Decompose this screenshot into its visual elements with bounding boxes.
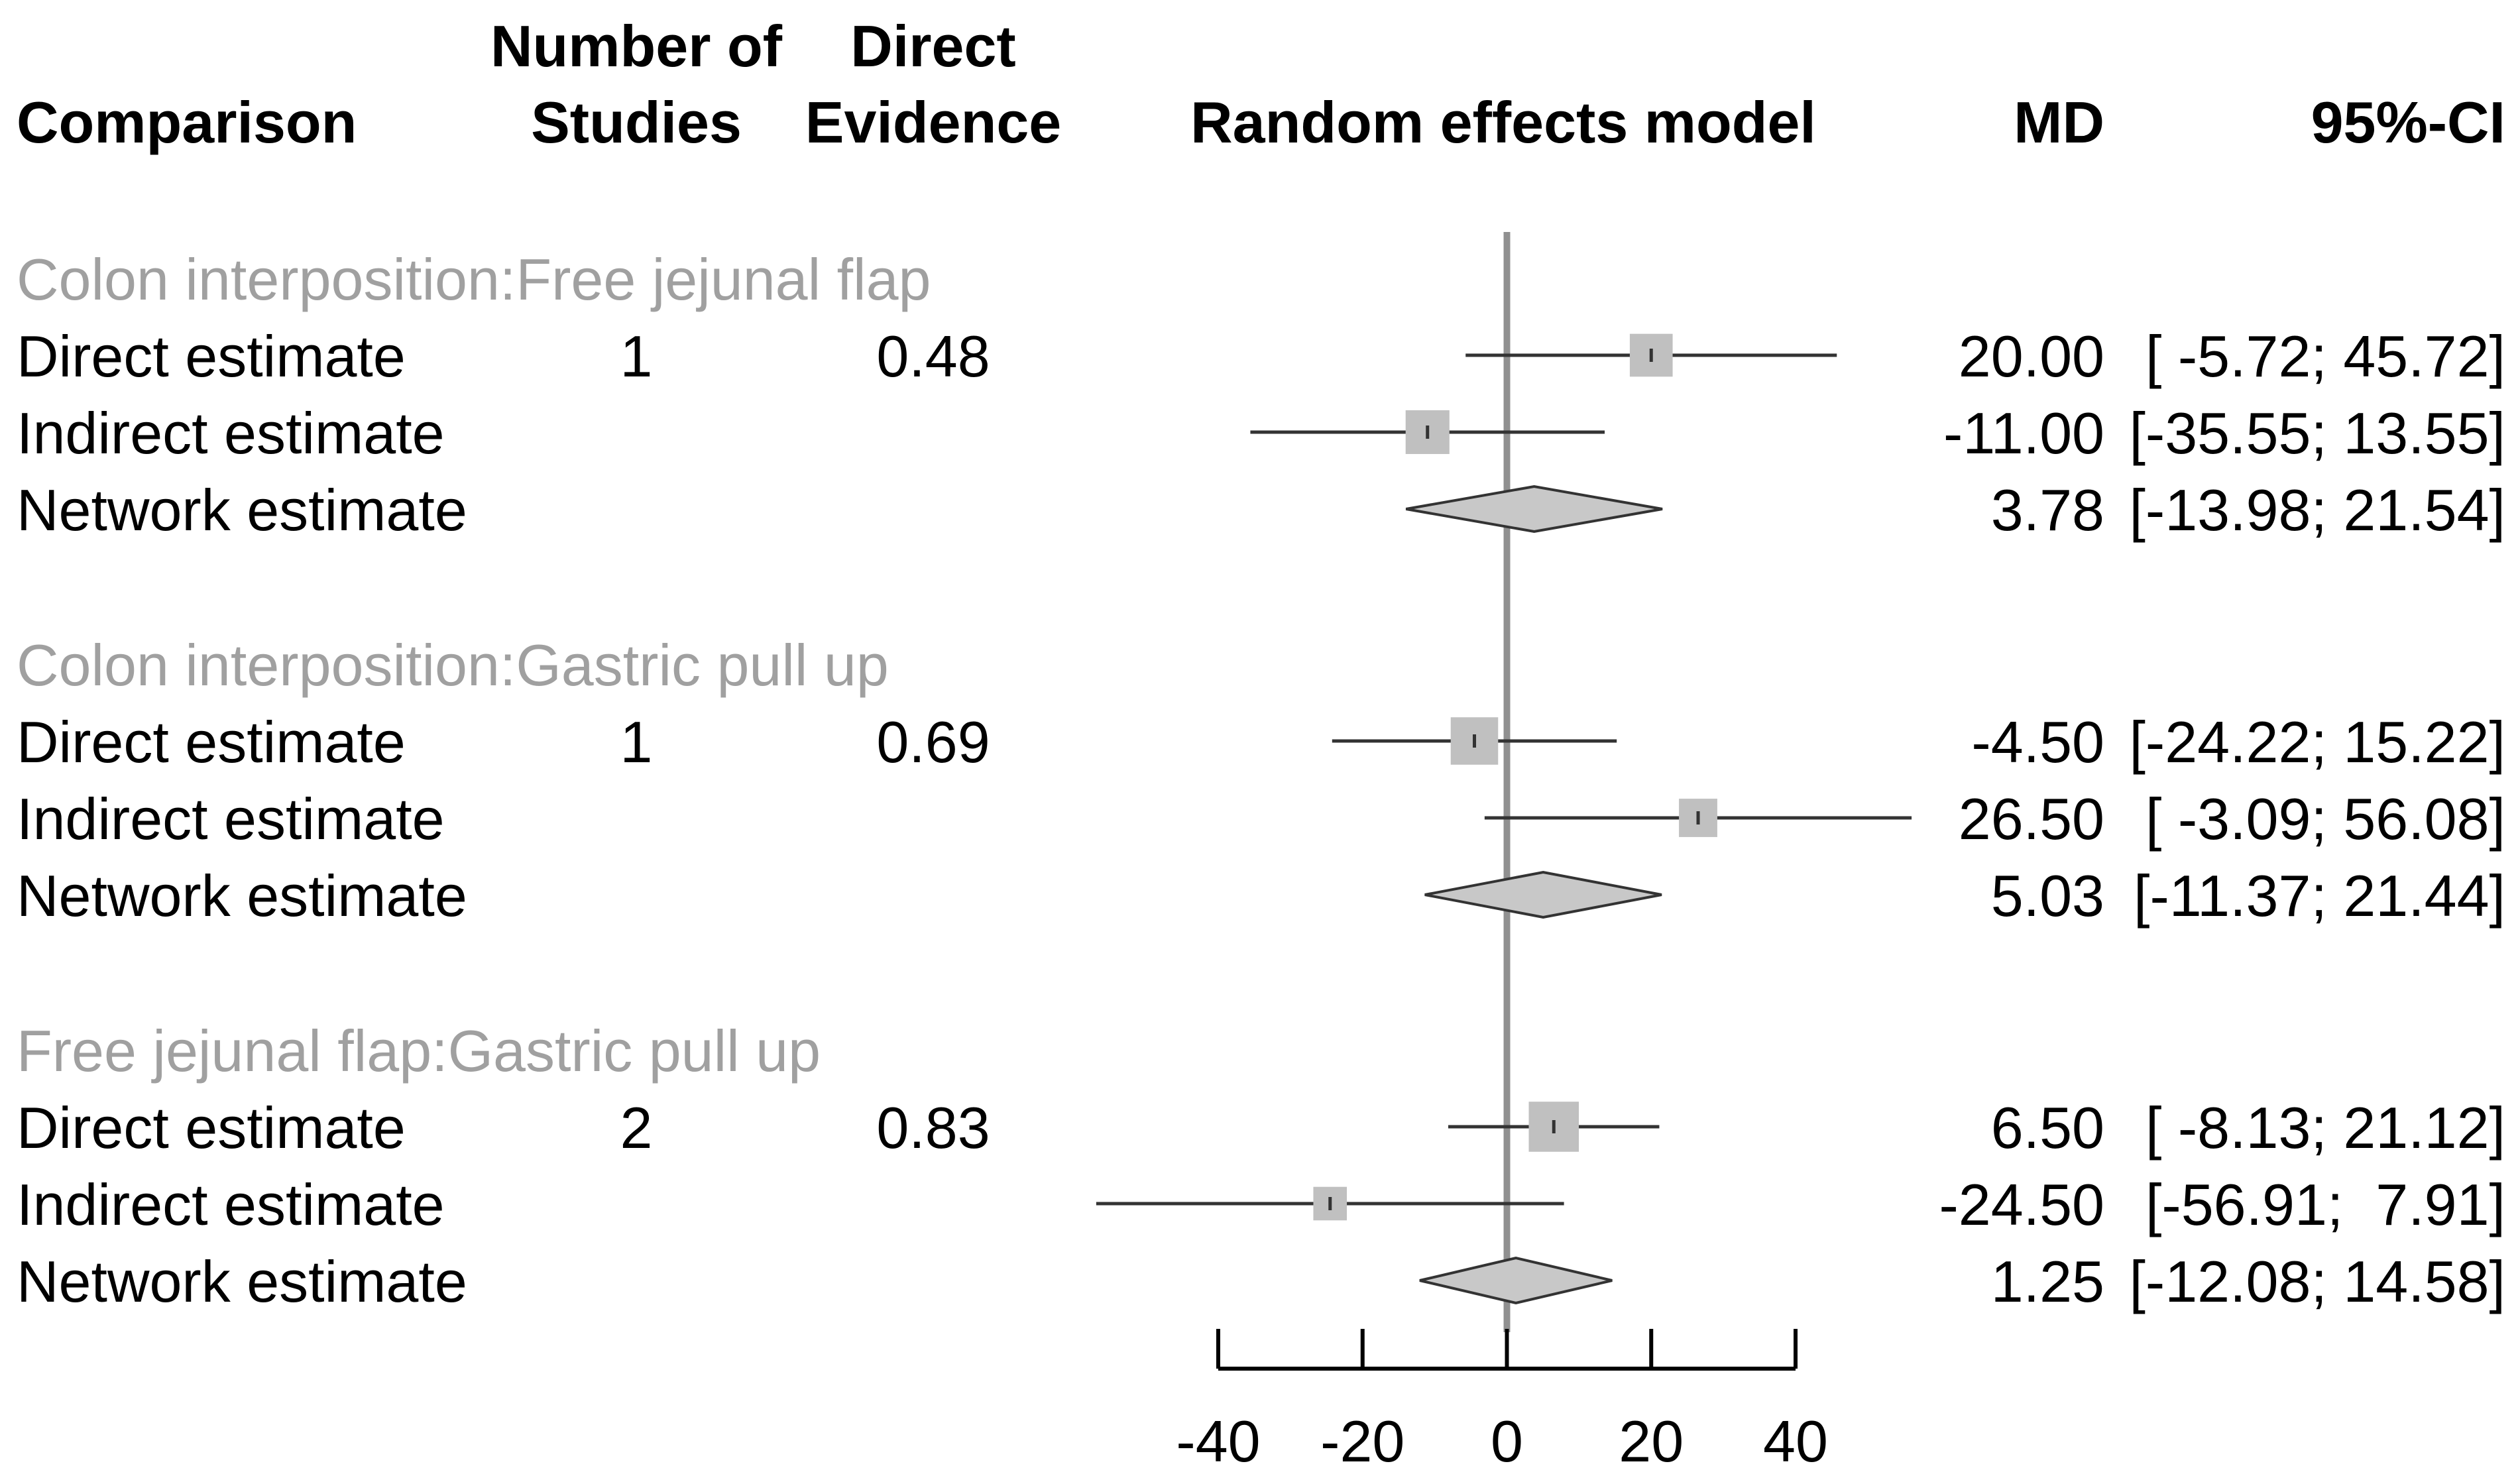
header-md: MD — [2014, 89, 2104, 155]
ci-value: [-56.91; 7.91] — [2146, 1172, 2505, 1237]
direct-evidence-value: 0.48 — [876, 323, 990, 389]
md-value: 1.25 — [1991, 1249, 2104, 1314]
ci-value: [-13.98; 21.54] — [2129, 477, 2505, 543]
table-row: Network estimate 5.03 [-11.37; 21.44] — [17, 863, 2505, 929]
header-studies-line2: Studies — [531, 89, 742, 155]
group-label: Free jejunal flap:Gastric pull up — [17, 1018, 821, 1084]
x-tick-label: 40 — [1763, 1408, 1828, 1474]
row-label: Network estimate — [17, 477, 467, 543]
comparison-group: Free jejunal flap:Gastric pull up Direct … — [17, 1018, 2505, 1314]
row-label: Indirect estimate — [17, 786, 445, 852]
header-evidence-line2: Evidence — [805, 89, 1061, 155]
md-value: 3.78 — [1991, 477, 2104, 543]
ci-value: [-12.08; 14.58] — [2129, 1249, 2505, 1314]
studies-count: 2 — [620, 1095, 653, 1161]
row-label: Indirect estimate — [17, 1172, 445, 1237]
group-label: Colon interposition:Free jejunal flap — [17, 247, 931, 312]
direct-evidence-value: 0.83 — [876, 1095, 990, 1161]
table-row: Indirect estimate 26.50 [ -3.09; 56.08] — [17, 786, 2505, 852]
x-tick-label: 0 — [1491, 1408, 1523, 1474]
comparison-group: Colon interposition:Free jejunal flap Dir… — [17, 247, 2505, 543]
table-row: Direct estimate 2 0.83 6.50 [ -8.13; 21.12] — [17, 1095, 2505, 1161]
ci-value: [ -8.13; 21.12] — [2146, 1095, 2505, 1161]
x-tick-label: -20 — [1320, 1408, 1404, 1474]
md-value: -4.50 — [1971, 709, 2104, 775]
network-estimate-diamond — [1424, 870, 1662, 919]
ci-value: [-24.22; 15.22] — [2129, 709, 2505, 775]
header-comparison: Comparison — [17, 89, 357, 155]
ci-value: [-11.37; 21.44] — [2134, 863, 2505, 929]
ci-value: [ -3.09; 56.08] — [2146, 786, 2505, 852]
row-label: Direct estimate — [17, 323, 406, 389]
md-value: 5.03 — [1991, 863, 2104, 929]
network-estimate-diamond — [1419, 1256, 1613, 1305]
table-row: Direct estimate 1 0.69 -4.50 [-24.22; 15.22] — [17, 709, 2505, 775]
table-header: Comparison Number of Studies Direct Evid… — [17, 13, 2505, 155]
table-row: Network estimate 1.25 [-12.08; 14.58] — [17, 1249, 2505, 1314]
comparison-group: Colon interposition:Gastric pull up Direc… — [17, 632, 2505, 929]
row-label: Direct estimate — [17, 1095, 406, 1161]
header-ci: 95%-CI — [2311, 89, 2505, 155]
header-model: Random effects model — [1190, 89, 1816, 155]
md-value: 20.00 — [1959, 323, 2104, 389]
row-label: Indirect estimate — [17, 400, 445, 466]
row-label: Direct estimate — [17, 709, 406, 775]
table-row: Direct estimate 1 0.48 20.00 [ -5.72; 45.72] — [17, 323, 2505, 389]
x-axis: -40 -20 0 20 40 — [1176, 1329, 1828, 1474]
studies-count: 1 — [620, 709, 653, 775]
network-estimate-diamond — [1405, 484, 1663, 534]
md-value: -11.00 — [1943, 400, 2104, 466]
md-value: 26.50 — [1959, 786, 2104, 852]
group-label: Colon interposition:Gastric pull up — [17, 632, 889, 698]
table-row: Indirect estimate -24.50 [-56.91; 7.91] — [17, 1172, 2505, 1237]
header-studies-line1: Number of — [490, 13, 783, 79]
x-tick-label: -40 — [1176, 1408, 1260, 1474]
md-value: 6.50 — [1991, 1095, 2104, 1161]
direct-evidence-value: 0.69 — [876, 709, 990, 775]
table-row: Indirect estimate -11.00 [-35.55; 13.55] — [17, 400, 2505, 466]
x-tick-label: 20 — [1619, 1408, 1684, 1474]
row-label: Network estimate — [17, 1249, 467, 1314]
forest-rows: Colon interposition:Free jejunal flap Dir… — [17, 247, 2505, 1314]
md-value: -24.50 — [1939, 1172, 2104, 1237]
header-evidence-line1: Direct — [850, 13, 1015, 79]
ci-value: [ -5.72; 45.72] — [2146, 323, 2505, 389]
ci-value: [-35.55; 13.55] — [2129, 400, 2505, 466]
studies-count: 1 — [620, 323, 653, 389]
table-row: Network estimate 3.78 [-13.98; 21.54] — [17, 477, 2505, 543]
row-label: Network estimate — [17, 863, 467, 929]
